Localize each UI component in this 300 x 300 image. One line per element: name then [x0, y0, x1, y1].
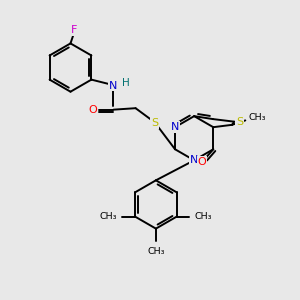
Text: N: N: [171, 122, 179, 132]
Text: N: N: [190, 155, 198, 165]
Text: CH₃: CH₃: [100, 212, 117, 221]
Text: S: S: [236, 117, 243, 127]
Text: S: S: [151, 118, 158, 128]
Text: CH₃: CH₃: [147, 247, 165, 256]
Text: O: O: [88, 105, 97, 115]
Text: N: N: [109, 80, 118, 91]
Text: H: H: [122, 78, 130, 88]
Text: O: O: [198, 157, 206, 166]
Text: CH₃: CH₃: [248, 113, 266, 122]
Text: CH₃: CH₃: [194, 212, 212, 221]
Text: F: F: [71, 25, 77, 35]
